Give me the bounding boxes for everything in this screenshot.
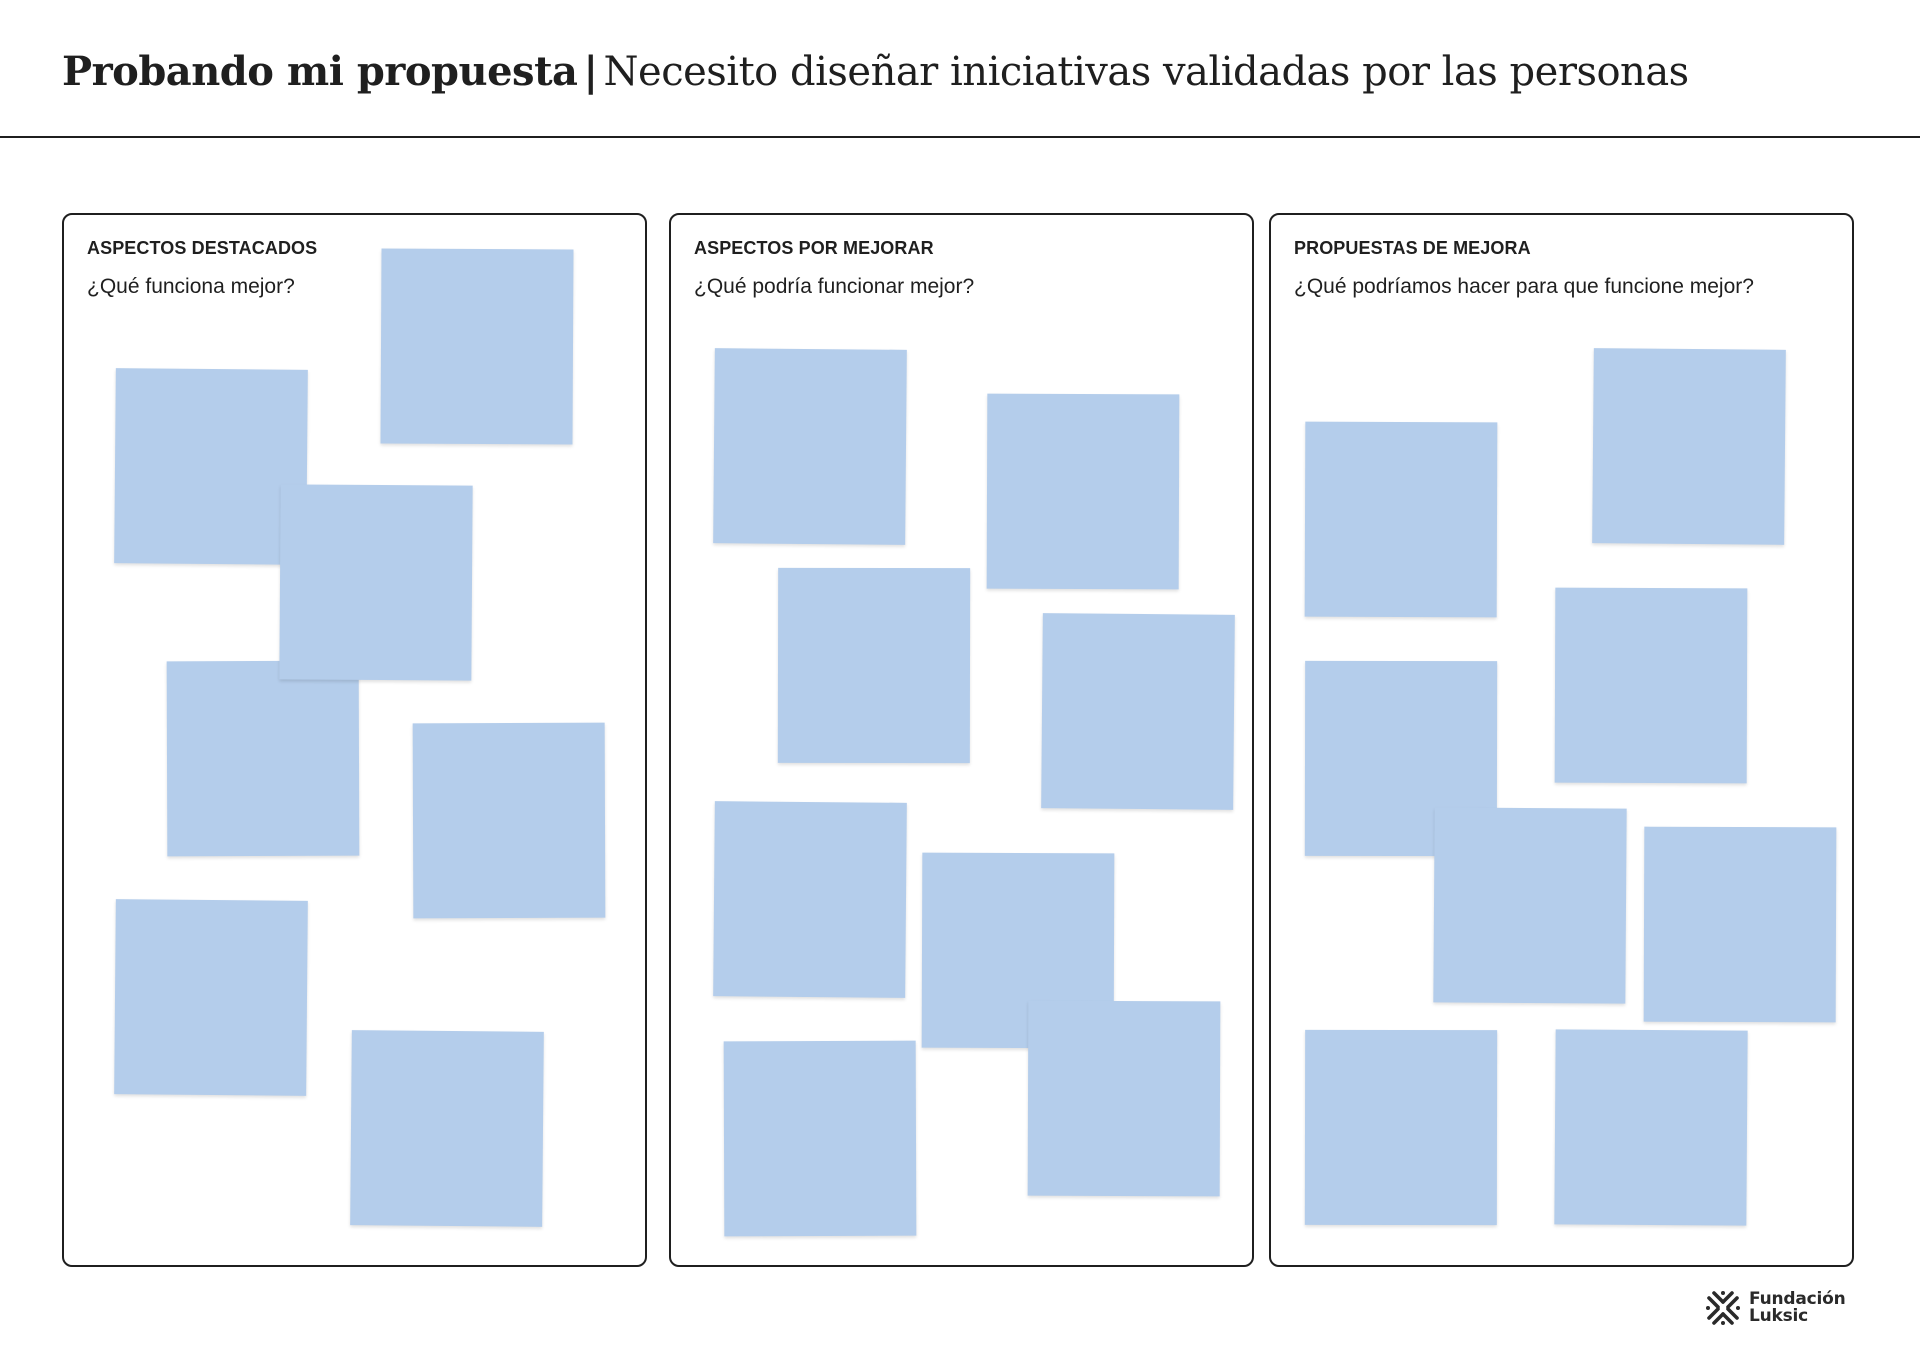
sticky-note[interactable] bbox=[1027, 1000, 1221, 1197]
sticky-note[interactable] bbox=[279, 484, 473, 681]
sticky-note[interactable] bbox=[350, 1030, 544, 1227]
sticky-note[interactable] bbox=[114, 899, 308, 1096]
sticky-note[interactable] bbox=[1554, 1029, 1748, 1226]
sticky-note[interactable] bbox=[713, 801, 907, 998]
panel-heading: ASPECTOS DESTACADOS bbox=[87, 238, 318, 258]
sticky-note[interactable] bbox=[1304, 421, 1498, 618]
sticky-note[interactable] bbox=[713, 348, 907, 545]
sticky-note[interactable] bbox=[380, 248, 574, 445]
title-separator: | bbox=[583, 48, 598, 95]
panel-question: ¿Qué podría funcionar mejor? bbox=[694, 275, 975, 298]
panel-question: ¿Qué funciona mejor? bbox=[87, 275, 295, 298]
logo-line-1: Fundación bbox=[1749, 1289, 1846, 1309]
page-title: Probando mi propuesta | Necesito diseñar i… bbox=[62, 46, 1689, 98]
sticky-note[interactable] bbox=[412, 722, 606, 919]
sticky-note[interactable] bbox=[1304, 1029, 1498, 1226]
sticky-note[interactable] bbox=[1643, 826, 1837, 1023]
sticky-note[interactable] bbox=[723, 1040, 917, 1237]
page-title-main: Probando mi propuesta bbox=[62, 48, 578, 95]
sticky-note[interactable] bbox=[114, 368, 308, 565]
fundacion-luksic-logo: Fundación Luksic bbox=[1706, 1290, 1846, 1326]
logo-line-2: Luksic bbox=[1749, 1306, 1809, 1326]
panel-heading: PROPUESTAS DE MEJORA bbox=[1294, 238, 1531, 258]
fundacion-luksic-x-mark-icon bbox=[1706, 1291, 1740, 1325]
logo-wordmark: Fundación Luksic bbox=[1749, 1291, 1846, 1325]
sticky-note[interactable] bbox=[986, 393, 1180, 590]
sticky-note[interactable] bbox=[1041, 613, 1235, 810]
sticky-note[interactable] bbox=[1554, 587, 1748, 784]
sticky-note[interactable] bbox=[166, 660, 360, 857]
panel-heading: ASPECTOS POR MEJORAR bbox=[694, 238, 934, 258]
header-divider bbox=[0, 136, 1920, 138]
sticky-note[interactable] bbox=[1592, 348, 1786, 545]
panel-question: ¿Qué podríamos hacer para que funcione m… bbox=[1294, 275, 1754, 298]
sticky-note[interactable] bbox=[1433, 807, 1627, 1004]
page-title-subtitle: Necesito diseñar iniciativas validadas p… bbox=[603, 49, 1690, 95]
sticky-note[interactable] bbox=[777, 567, 971, 764]
